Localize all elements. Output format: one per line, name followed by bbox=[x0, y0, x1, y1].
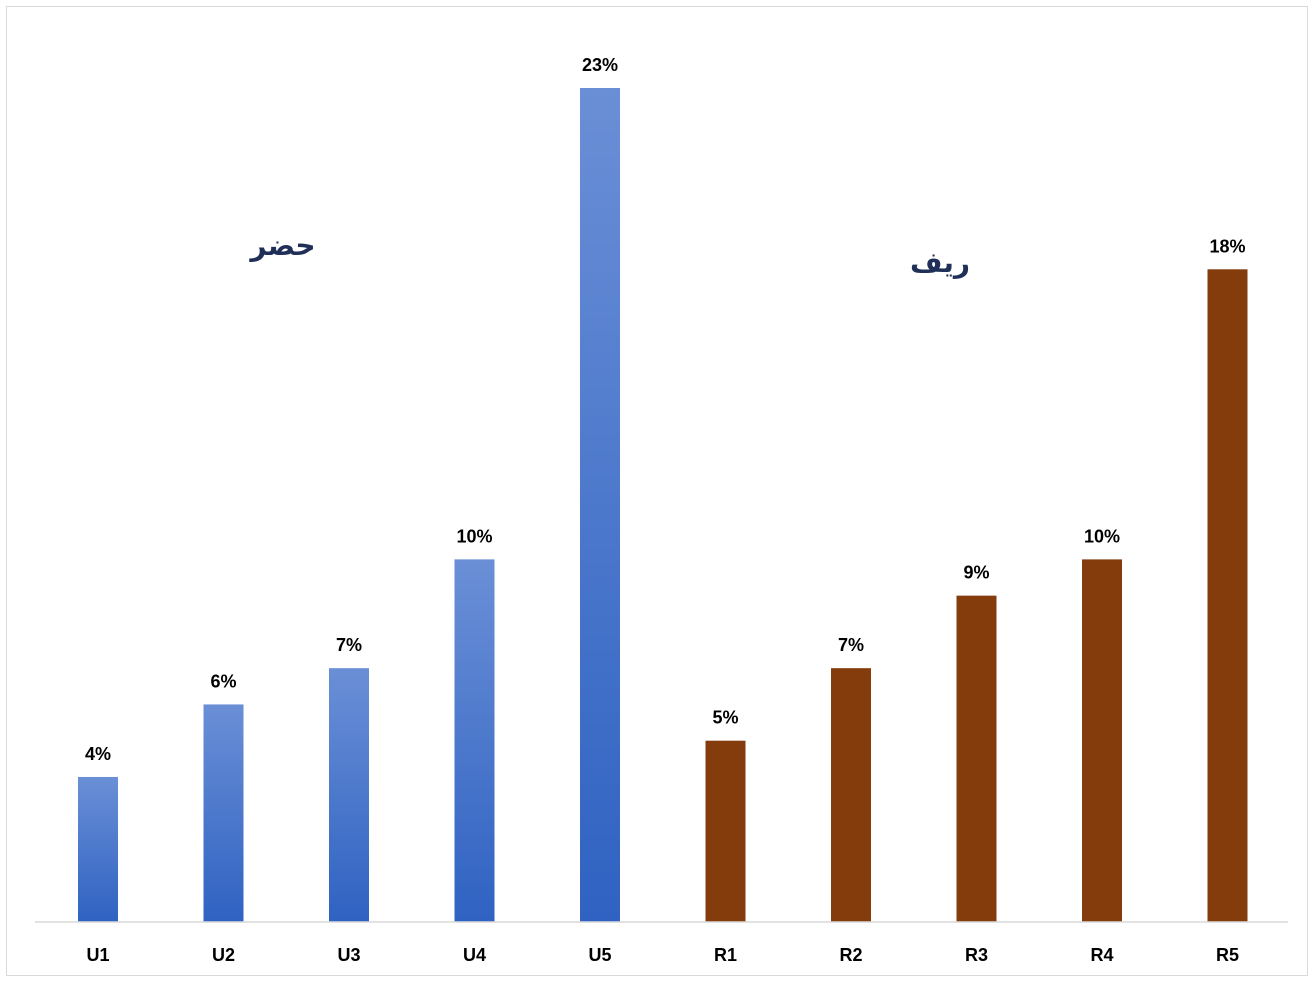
x-tick-label-u3: U3 bbox=[337, 945, 360, 965]
x-tick-label-u2: U2 bbox=[212, 945, 235, 965]
bar-u4 bbox=[454, 559, 495, 922]
x-tick-label-r2: R2 bbox=[839, 945, 862, 965]
x-tick-labels-layer: U1 U2 U3 U4 U5 R1 R2 R3 R4 R5 bbox=[86, 945, 1239, 965]
x-tick-label-u1: U1 bbox=[86, 945, 109, 965]
bar-r3 bbox=[956, 595, 997, 922]
data-label-u2: 6% bbox=[210, 671, 236, 691]
group-label-rural: ريف bbox=[910, 247, 970, 279]
data-label-u3: 7% bbox=[336, 635, 362, 655]
data-labels-layer: 4% 6% 7% 10% 23% 5% 7% 9% 10% 18% bbox=[85, 55, 1246, 764]
data-label-u1: 4% bbox=[85, 744, 111, 764]
bar-r2 bbox=[831, 668, 871, 922]
x-tick-label-u5: U5 bbox=[588, 945, 611, 965]
data-label-r1: 5% bbox=[712, 708, 738, 728]
bar-r1 bbox=[705, 740, 746, 922]
group-label-urban: حضر bbox=[248, 230, 315, 262]
bar-u3 bbox=[329, 668, 369, 922]
bar-r4 bbox=[1082, 559, 1122, 922]
data-label-u4: 10% bbox=[456, 526, 492, 546]
x-tick-label-r1: R1 bbox=[714, 945, 737, 965]
bars-layer bbox=[78, 88, 1248, 923]
x-tick-label-r3: R3 bbox=[965, 945, 988, 965]
bar-r5 bbox=[1207, 269, 1248, 923]
data-label-r4: 10% bbox=[1084, 526, 1120, 546]
x-tick-label-u4: U4 bbox=[463, 945, 486, 965]
data-label-r5: 18% bbox=[1209, 236, 1245, 256]
data-label-r2: 7% bbox=[838, 635, 864, 655]
data-label-r3: 9% bbox=[963, 563, 989, 583]
bar-u5 bbox=[580, 88, 620, 922]
bar-u2 bbox=[203, 704, 244, 922]
x-tick-label-r5: R5 bbox=[1216, 945, 1239, 965]
x-tick-label-r4: R4 bbox=[1090, 945, 1113, 965]
bar-u1 bbox=[78, 776, 118, 922]
data-label-u5: 23% bbox=[582, 55, 618, 75]
